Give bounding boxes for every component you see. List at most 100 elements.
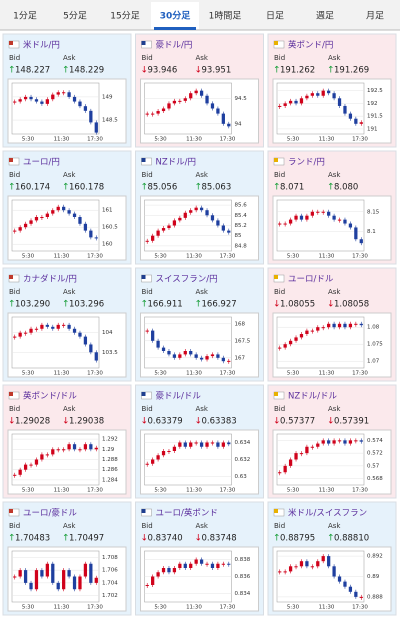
pair-name[interactable]: NZドル/ドル (288, 392, 338, 402)
candle (310, 566, 314, 568)
y-tick-label: 0.892 (367, 554, 383, 560)
candle (337, 440, 342, 442)
candle (321, 556, 325, 562)
y-tick-label: 94 (235, 121, 242, 127)
candle (327, 90, 331, 94)
tab-label[interactable]: 30分足 (160, 10, 192, 22)
candle (278, 105, 282, 107)
pair-name[interactable]: 英ポンド/ドル (23, 391, 77, 402)
y-tick-label: 160 (102, 242, 113, 248)
candle (18, 227, 22, 231)
tab[interactable] (201, 2, 249, 29)
y-tick-label: 192.5 (367, 88, 383, 94)
bid-label: Bid (9, 171, 20, 179)
y-tick-label: 148.5 (102, 118, 118, 124)
y-tick-label: 0.834 (235, 591, 251, 597)
candle (29, 96, 33, 100)
bid-label: Bid (274, 171, 285, 179)
y-tick-label: 85.6 (235, 203, 248, 209)
bid-arrow: ↓ (141, 66, 149, 76)
tab[interactable] (301, 2, 349, 29)
ask-value: 166.927 (202, 300, 237, 310)
candle (18, 570, 22, 577)
candle (337, 219, 342, 221)
candle (83, 223, 88, 231)
candle (13, 474, 17, 476)
y-tick-label: 0.89 (367, 574, 380, 580)
ask-arrow: ↑ (62, 534, 70, 544)
tab[interactable] (251, 2, 299, 29)
flag-mark (9, 41, 13, 45)
bid-label: Bid (142, 54, 153, 62)
pair-name[interactable]: ユーロ/円 (23, 158, 60, 168)
ask-value: 8.080 (334, 183, 358, 193)
pair-name[interactable]: 英ポンド/円 (288, 40, 333, 51)
x-tick-label: 17:30 (220, 254, 236, 260)
ask-label: Ask (196, 405, 209, 413)
candle (332, 566, 336, 577)
tab-label[interactable]: 月足 (366, 11, 384, 22)
tab[interactable] (151, 2, 199, 29)
candle (278, 571, 282, 573)
tab-label[interactable]: 1時間足 (209, 11, 242, 22)
tab-label[interactable]: 5分足 (63, 11, 87, 22)
ask-value: 1.08058 (334, 300, 369, 310)
pair-name[interactable]: スイスフラン/円 (156, 275, 218, 285)
bid-value: 148.227 (15, 66, 50, 76)
bid-arrow: ↓ (8, 417, 16, 427)
x-tick-label: 11:30 (186, 488, 202, 494)
tab[interactable] (101, 2, 149, 29)
x-tick-label: 11:30 (186, 371, 202, 377)
pair-name[interactable]: カナダドル/円 (23, 274, 77, 285)
y-tick-label: 0.632 (235, 457, 251, 463)
x-tick-label: 17:30 (352, 605, 368, 611)
candle (210, 354, 215, 357)
pair-name[interactable]: 米ドル/円 (23, 40, 60, 51)
tab[interactable] (51, 2, 99, 29)
candle (199, 357, 204, 360)
tab-label[interactable]: 週足 (316, 11, 334, 22)
candle (45, 324, 49, 327)
candle (216, 563, 220, 568)
x-tick-label: 5:30 (287, 254, 300, 260)
y-tick-label: 84.8 (235, 243, 248, 249)
ask-label: Ask (196, 522, 209, 530)
x-tick-label: 17:30 (87, 137, 103, 143)
bid-label: Bid (274, 405, 285, 413)
candle (343, 105, 347, 114)
candle (210, 103, 215, 109)
candle (29, 582, 33, 590)
candle (183, 351, 187, 355)
y-tick-label: 0.63 (235, 474, 248, 480)
tab-label[interactable]: 15分足 (110, 11, 139, 22)
pair-name[interactable]: 米ドル/スイスフラン (288, 508, 367, 519)
candle (199, 442, 204, 447)
candle (72, 328, 77, 333)
bid-value: 1.70483 (15, 534, 50, 544)
y-tick-label: 1.708 (102, 555, 118, 561)
pair-name[interactable]: ユーロ/英ポンド (156, 508, 218, 519)
candle (194, 354, 198, 358)
y-tick-label: 1.08 (367, 325, 380, 331)
candle (359, 239, 363, 244)
tab-label[interactable]: 1分足 (13, 11, 37, 22)
candle (94, 237, 98, 239)
candle (45, 213, 49, 217)
pair-name[interactable]: NZドル/円 (156, 158, 197, 168)
tab-label[interactable]: 日足 (266, 11, 284, 22)
candle (283, 223, 287, 225)
tab-underline (154, 27, 196, 30)
pair-name[interactable]: ユーロ/豪ドル (23, 508, 77, 519)
candle (178, 354, 182, 358)
pair-name[interactable]: ランド/円 (288, 158, 325, 168)
pair-name[interactable]: 豪ドル/ドル (156, 391, 202, 402)
tab[interactable] (351, 2, 399, 29)
pair-name[interactable]: ユーロ/ドル (288, 275, 334, 285)
ask-label: Ask (328, 522, 341, 530)
pair-name[interactable]: 豪ドル/円 (156, 40, 193, 51)
x-tick-label: 5:30 (154, 254, 167, 260)
candle (216, 220, 220, 226)
y-tick-label: 0.568 (367, 476, 383, 482)
tab[interactable] (1, 2, 49, 29)
candle (354, 323, 358, 325)
